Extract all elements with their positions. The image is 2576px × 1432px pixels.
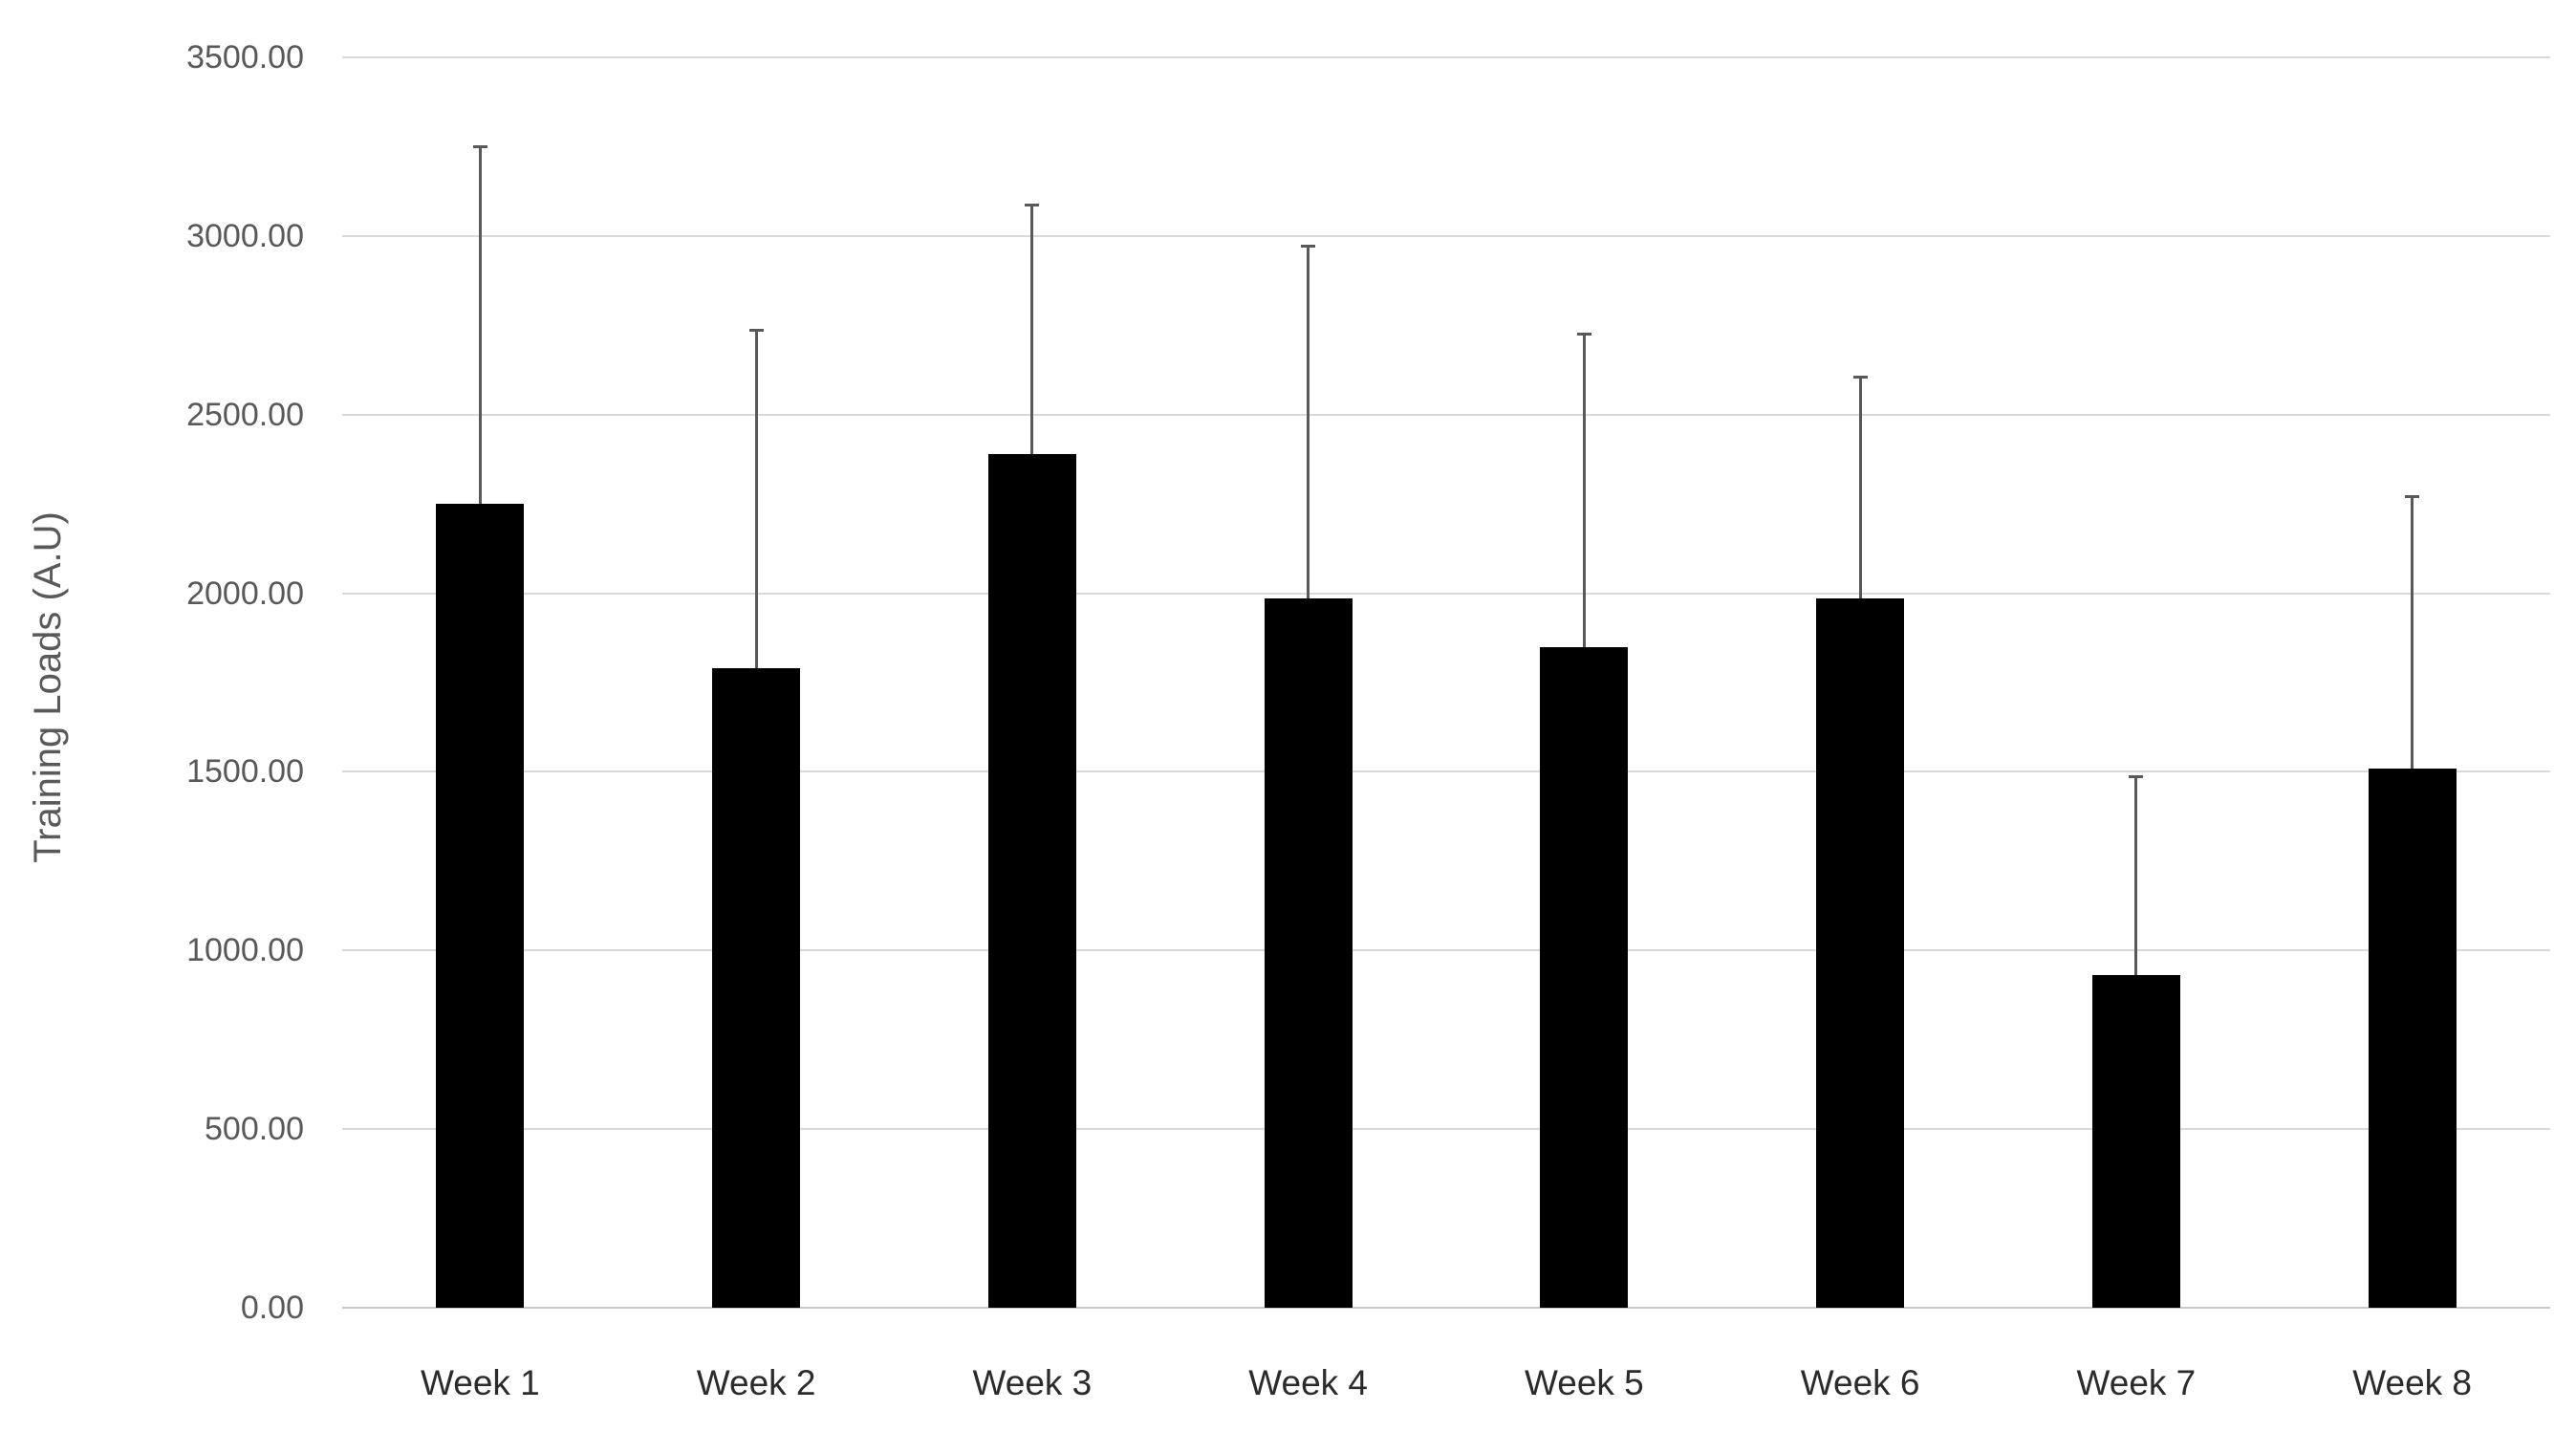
- bar: [712, 668, 801, 1308]
- gridline: [342, 413, 2550, 416]
- error-bar-cap: [1576, 332, 1591, 336]
- gridline: [342, 56, 2550, 58]
- error-bar-stem: [478, 144, 482, 505]
- error-bar-stem: [2411, 494, 2414, 769]
- x-tick-label: Week 3: [972, 1363, 1093, 1402]
- bar: [436, 504, 525, 1308]
- y-tick-label: 500.00: [205, 1111, 304, 1148]
- x-tick-label: Week 7: [2076, 1363, 2197, 1402]
- bar: [2368, 768, 2457, 1308]
- y-tick-label: 3000.00: [186, 217, 304, 254]
- error-bar-cap: [472, 144, 487, 148]
- bar: [2091, 975, 2180, 1308]
- y-tick-label: 2500.00: [186, 396, 304, 433]
- error-bar-stem: [1858, 375, 1862, 599]
- bar: [1540, 646, 1629, 1308]
- error-bar-cap: [1852, 375, 1868, 379]
- error-bar-cap: [1301, 245, 1316, 249]
- error-bar-stem: [1030, 204, 1034, 454]
- error-bar-cap: [2405, 494, 2420, 498]
- plot-area: [342, 56, 2550, 1309]
- error-bar-stem: [2134, 775, 2138, 976]
- x-tick-label: Week 6: [1800, 1363, 1920, 1402]
- gridline: [342, 949, 2550, 952]
- error-bar-cap: [2129, 775, 2144, 779]
- x-tick-label: Week 1: [420, 1363, 540, 1402]
- y-axis-title: Training Loads (A.U): [27, 511, 69, 863]
- gridline: [342, 770, 2550, 773]
- x-tick-label: Week 4: [1248, 1363, 1369, 1402]
- gridline: [342, 1128, 2550, 1131]
- y-tick-label: 2000.00: [186, 575, 304, 612]
- error-bar-stem: [754, 329, 758, 669]
- error-bar-stem: [1582, 332, 1586, 647]
- error-bar-cap: [1025, 204, 1040, 207]
- y-tick-label: 1000.00: [186, 932, 304, 969]
- y-tick-label: 3500.00: [186, 39, 304, 76]
- gridline: [342, 234, 2550, 237]
- bar: [1264, 598, 1353, 1308]
- y-tick-label: 0.00: [240, 1290, 304, 1326]
- bar: [1816, 598, 1905, 1308]
- gridline: [342, 592, 2550, 595]
- error-bar-cap: [748, 329, 764, 333]
- error-bar-stem: [1307, 245, 1310, 599]
- x-tick-label: Week 8: [2352, 1363, 2473, 1402]
- x-tick-label: Week 2: [696, 1363, 816, 1402]
- x-tick-label: Week 5: [1524, 1363, 1644, 1402]
- x-axis-line: [342, 1307, 2550, 1309]
- y-tick-label: 1500.00: [186, 753, 304, 791]
- bar: [987, 453, 1076, 1308]
